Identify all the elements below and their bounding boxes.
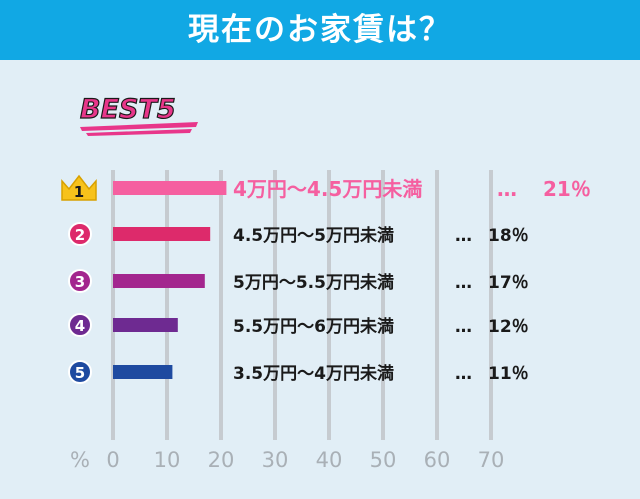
value-label: 21％ <box>543 177 591 201</box>
x-tick-label: 10 <box>154 448 181 472</box>
gridline <box>111 170 115 440</box>
separator: … <box>455 273 472 293</box>
gridline <box>381 170 385 440</box>
value-label: 12％ <box>488 317 529 337</box>
rank-circle <box>68 222 92 246</box>
rank-circle <box>68 269 92 293</box>
x-tick-label: 60 <box>424 448 451 472</box>
gridline <box>435 170 439 440</box>
rank-badge: 2 <box>68 222 92 246</box>
bar <box>113 181 227 195</box>
rank-label: 2 <box>75 226 85 244</box>
separator: … <box>497 177 517 201</box>
x-tick-label: 70 <box>478 448 505 472</box>
best5-heading: BEST5 <box>80 94 176 125</box>
rank-badge: 4 <box>68 313 92 337</box>
x-tick-label: 40 <box>316 448 343 472</box>
rank-label: 1 <box>74 183 84 201</box>
rank-badge: 3 <box>68 269 92 293</box>
rank-label: 3 <box>75 273 85 291</box>
rank-label: 4 <box>75 317 85 335</box>
gridline <box>489 170 493 440</box>
category-label: 5万円～5.5万円未満 <box>233 272 394 293</box>
gridline <box>327 170 331 440</box>
category-label: 4万円～4.5万円未満 <box>233 177 422 201</box>
rank-badge: 5 <box>68 360 92 384</box>
crown-icon: 1 <box>61 174 97 201</box>
category-label: 5.5万円～6万円未満 <box>233 316 394 337</box>
best5-underline <box>86 129 192 136</box>
separator: … <box>455 226 472 246</box>
rank-circle <box>68 360 92 384</box>
x-axis-label: % <box>70 448 90 472</box>
title-bar: 現在のお家賃は？ <box>0 0 640 60</box>
value-label: 18％ <box>488 226 529 246</box>
bar <box>113 227 211 241</box>
separator: … <box>455 364 472 384</box>
category-label: 3.5万円～4万円未満 <box>233 363 394 384</box>
x-tick-label: 20 <box>208 448 235 472</box>
x-tick-label: 50 <box>370 448 397 472</box>
value-label: 11％ <box>488 364 529 384</box>
chart-title: 現在のお家賃は？ <box>188 12 452 48</box>
crown-shape <box>61 174 97 201</box>
bar <box>113 318 178 332</box>
best5-underline <box>80 122 198 131</box>
bar <box>113 274 205 288</box>
rank-circle <box>68 313 92 337</box>
rank-label: 5 <box>75 364 85 382</box>
separator: … <box>455 317 472 337</box>
gridline <box>219 170 223 440</box>
category-label: 4.5万円～5万円未満 <box>233 225 394 246</box>
gridline <box>165 170 169 440</box>
x-tick-label: 0 <box>106 448 119 472</box>
value-label: 17％ <box>488 273 529 293</box>
gridline <box>273 170 277 440</box>
bar <box>113 365 173 379</box>
x-tick-label: 30 <box>262 448 289 472</box>
